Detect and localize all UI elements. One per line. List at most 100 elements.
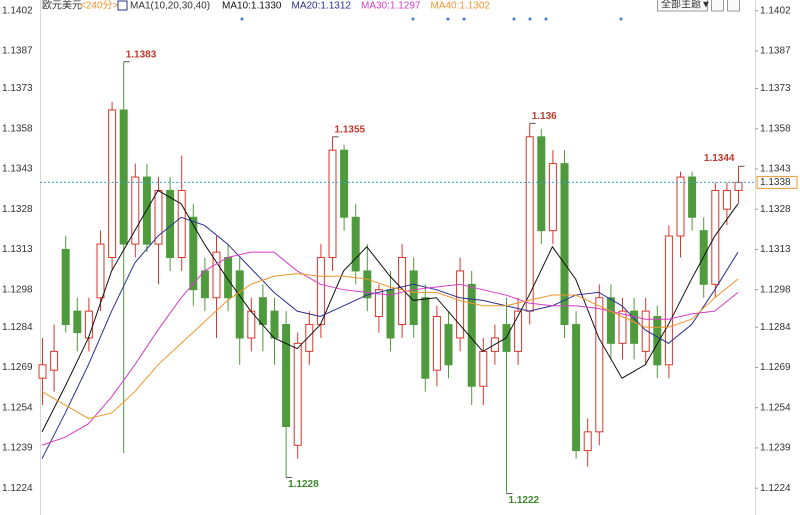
candle-body <box>444 324 453 366</box>
candle-body <box>432 316 441 371</box>
annotation-label: 1.1228 <box>288 479 319 490</box>
event-dot <box>446 17 450 21</box>
candle-body <box>340 149 349 218</box>
y-tick-label-right: 1.1343 <box>760 164 791 175</box>
candle-body <box>363 270 372 299</box>
event-dots <box>240 17 623 21</box>
candle-body <box>119 109 128 245</box>
y-tick-label-right: 1.1254 <box>760 402 791 413</box>
candle-body <box>722 189 731 210</box>
candle-body <box>456 270 465 339</box>
candle-body <box>467 283 476 387</box>
indicator: MA1(10,20,30,40) <box>130 1 210 12</box>
y-tick-label-right: 1.1298 <box>760 284 791 295</box>
candle-body <box>258 297 267 326</box>
layout-button[interactable] <box>727 0 740 12</box>
candle-body <box>560 163 569 326</box>
candle-body <box>108 109 117 259</box>
theme-button-label[interactable]: 全部主题▼ <box>661 0 711 11</box>
candle-body <box>595 297 604 433</box>
y-tick-label: 1.1328 <box>2 204 33 215</box>
candle-body <box>282 324 291 427</box>
event-dot <box>240 17 244 21</box>
candle-body <box>653 316 662 366</box>
indicator-icon[interactable] <box>117 0 128 11</box>
legend-entry: MA20:1.1312 <box>292 1 352 12</box>
candle-body <box>189 216 198 291</box>
y-tick-label: 1.1313 <box>2 244 33 255</box>
event-dot <box>528 17 532 21</box>
annotation-label: 1.136 <box>532 111 557 122</box>
candle-body <box>50 350 59 371</box>
y-tick-label-right: 1.1313 <box>760 244 791 255</box>
y-tick-label-right: 1.1269 <box>760 362 791 373</box>
last-price-label: 1.1338 <box>760 177 791 188</box>
candle-body <box>96 243 105 299</box>
candle-body <box>537 136 546 232</box>
candle-body <box>421 297 430 379</box>
candle-body <box>734 181 743 191</box>
candle-body <box>200 270 209 299</box>
candle-body <box>84 310 93 339</box>
event-dot <box>411 17 415 21</box>
candle-body <box>305 324 314 352</box>
candle-body <box>618 310 627 344</box>
y-tick-label-right: 1.1402 <box>760 5 791 16</box>
y-tick-label-right: 1.1358 <box>760 123 791 134</box>
y-tick-label-right: 1.1224 <box>760 483 791 494</box>
y-tick-label: 1.1373 <box>2 83 33 94</box>
event-dot <box>544 17 548 21</box>
y-tick-label: 1.1284 <box>2 322 33 333</box>
candle-body <box>630 310 639 344</box>
y-tick-label: 1.1254 <box>2 402 33 413</box>
candle-body <box>212 251 221 299</box>
last-price-box <box>756 175 798 189</box>
candle-body <box>374 289 383 318</box>
period: <240分> <box>80 0 119 12</box>
y-tick-label-right: 1.1387 <box>760 46 791 57</box>
candle-body <box>293 342 302 446</box>
y-tick-label-right: 1.1328 <box>760 204 791 215</box>
legend-entry: MA10:1.1330 <box>222 1 282 12</box>
candle-body <box>386 289 395 339</box>
candle-body <box>548 163 557 232</box>
annotation-label: 1.1222 <box>509 495 540 506</box>
candle-body <box>676 176 685 237</box>
y-tick-label: 1.1343 <box>2 164 33 175</box>
candle-body <box>525 136 534 312</box>
ma-line <box>41 189 739 433</box>
annotation-label: 1.1344 <box>704 153 735 164</box>
candle-body <box>270 310 279 339</box>
y-tick-label: 1.1402 <box>2 5 33 16</box>
candle-body <box>664 235 673 366</box>
candle-body <box>328 149 337 258</box>
candle-body <box>316 257 325 326</box>
event-dot <box>619 17 623 21</box>
settings-button[interactable] <box>711 0 724 12</box>
theme-button[interactable] <box>657 0 708 12</box>
y-tick-label: 1.1269 <box>2 362 33 373</box>
annotation-label: 1.1383 <box>126 49 157 60</box>
ma-line <box>41 216 739 459</box>
annotation-label: 1.1355 <box>335 124 366 135</box>
candle-body <box>131 176 140 245</box>
candle-body <box>514 310 523 352</box>
ma-line <box>41 273 739 419</box>
candle-body <box>572 324 581 452</box>
event-dot <box>512 17 516 21</box>
y-tick-label-right: 1.1284 <box>760 322 791 333</box>
candle-body <box>177 189 186 258</box>
candle-body <box>61 248 70 326</box>
ma-line <box>41 251 739 446</box>
event-dot <box>462 17 466 21</box>
y-tick-label: 1.1358 <box>2 123 33 134</box>
candle-body <box>641 310 650 352</box>
y-tick-label: 1.1387 <box>2 46 33 57</box>
candle-body <box>224 257 233 299</box>
y-tick-label: 1.1224 <box>2 483 33 494</box>
candle-body <box>351 216 360 272</box>
candle-body <box>479 350 488 387</box>
candle-body <box>711 189 720 285</box>
